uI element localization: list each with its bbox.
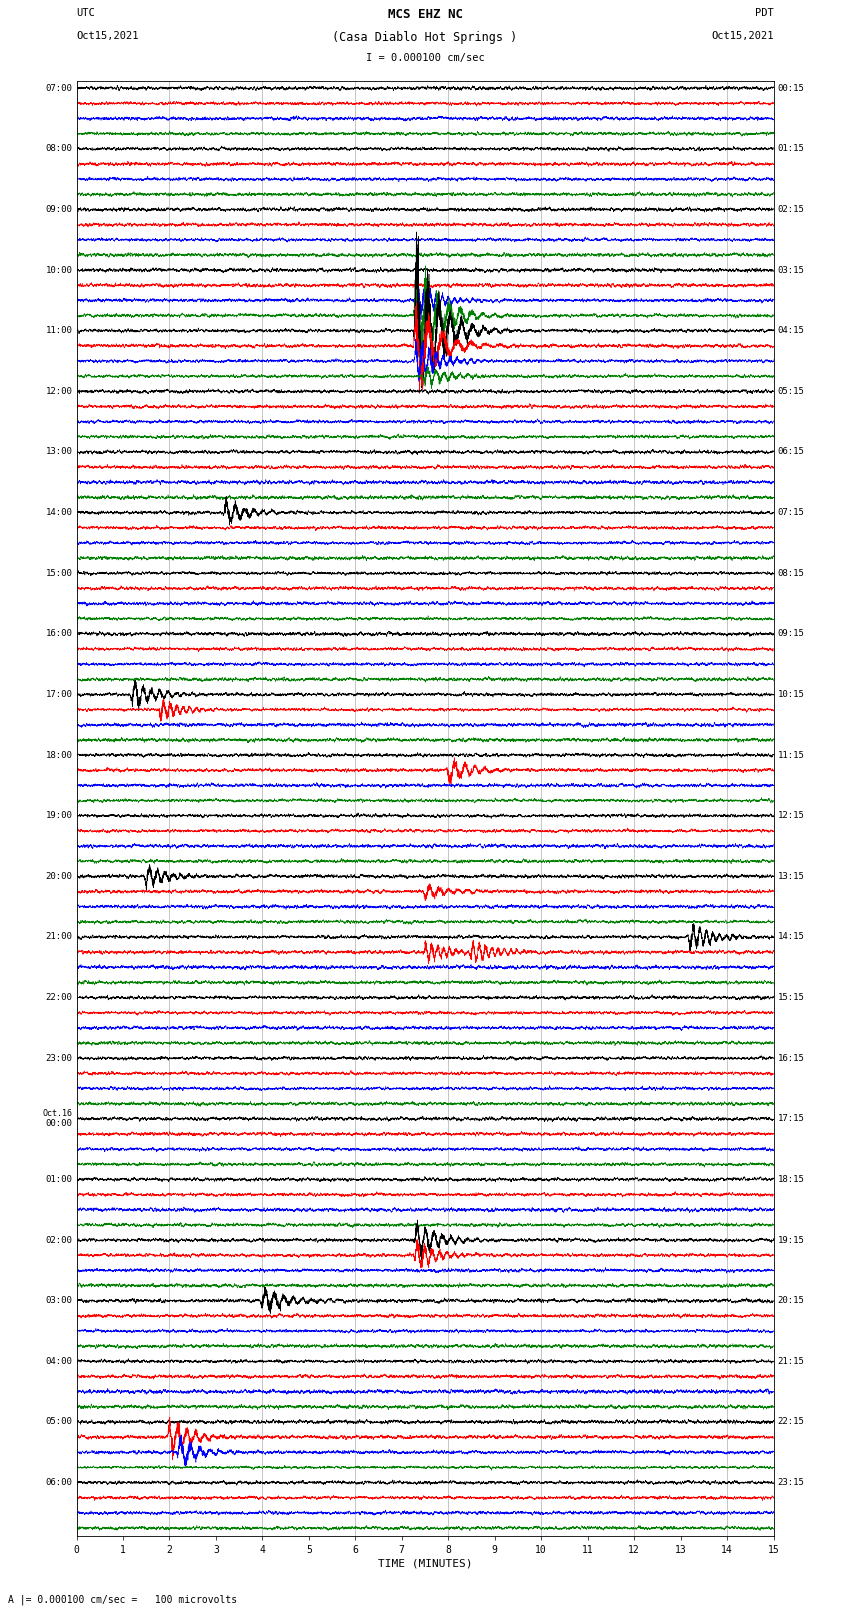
Text: 02:15: 02:15 [778, 205, 805, 215]
Text: UTC: UTC [76, 8, 95, 18]
Text: 22:00: 22:00 [45, 994, 72, 1002]
Text: 19:15: 19:15 [778, 1236, 805, 1245]
Text: 09:00: 09:00 [45, 205, 72, 215]
Text: 07:15: 07:15 [778, 508, 805, 518]
Text: 03:00: 03:00 [45, 1297, 72, 1305]
Text: 16:00: 16:00 [45, 629, 72, 639]
Text: 10:15: 10:15 [778, 690, 805, 698]
Text: 23:00: 23:00 [45, 1053, 72, 1063]
Text: Oct.16: Oct.16 [42, 1110, 72, 1118]
Text: 12:00: 12:00 [45, 387, 72, 395]
Text: Oct15,2021: Oct15,2021 [711, 31, 774, 40]
Text: MCS EHZ NC: MCS EHZ NC [388, 8, 462, 21]
Text: 04:15: 04:15 [778, 326, 805, 336]
Text: 06:15: 06:15 [778, 447, 805, 456]
Text: 07:00: 07:00 [45, 84, 72, 92]
Text: 21:15: 21:15 [778, 1357, 805, 1366]
Text: 11:00: 11:00 [45, 326, 72, 336]
Text: 09:15: 09:15 [778, 629, 805, 639]
Text: 05:00: 05:00 [45, 1418, 72, 1426]
Text: 15:00: 15:00 [45, 569, 72, 577]
X-axis label: TIME (MINUTES): TIME (MINUTES) [377, 1558, 473, 1569]
Text: 17:15: 17:15 [778, 1115, 805, 1123]
Text: 18:00: 18:00 [45, 750, 72, 760]
Text: 13:00: 13:00 [45, 447, 72, 456]
Text: 10:00: 10:00 [45, 266, 72, 274]
Text: 00:00: 00:00 [45, 1119, 72, 1127]
Text: 14:00: 14:00 [45, 508, 72, 518]
Text: 03:15: 03:15 [778, 266, 805, 274]
Text: 08:15: 08:15 [778, 569, 805, 577]
Text: PDT: PDT [755, 8, 774, 18]
Text: 06:00: 06:00 [45, 1478, 72, 1487]
Text: A |= 0.000100 cm/sec =   100 microvolts: A |= 0.000100 cm/sec = 100 microvolts [8, 1594, 238, 1605]
Text: 17:00: 17:00 [45, 690, 72, 698]
Text: Oct15,2021: Oct15,2021 [76, 31, 139, 40]
Text: I = 0.000100 cm/sec: I = 0.000100 cm/sec [366, 53, 484, 63]
Text: 20:00: 20:00 [45, 871, 72, 881]
Text: 13:15: 13:15 [778, 871, 805, 881]
Text: 08:00: 08:00 [45, 144, 72, 153]
Text: 20:15: 20:15 [778, 1297, 805, 1305]
Text: 21:00: 21:00 [45, 932, 72, 942]
Text: 12:15: 12:15 [778, 811, 805, 819]
Text: 19:00: 19:00 [45, 811, 72, 819]
Text: 01:00: 01:00 [45, 1174, 72, 1184]
Text: 23:15: 23:15 [778, 1478, 805, 1487]
Text: 02:00: 02:00 [45, 1236, 72, 1245]
Text: 05:15: 05:15 [778, 387, 805, 395]
Text: 15:15: 15:15 [778, 994, 805, 1002]
Text: (Casa Diablo Hot Springs ): (Casa Diablo Hot Springs ) [332, 31, 518, 44]
Text: 14:15: 14:15 [778, 932, 805, 942]
Text: 00:15: 00:15 [778, 84, 805, 92]
Text: 18:15: 18:15 [778, 1174, 805, 1184]
Text: 04:00: 04:00 [45, 1357, 72, 1366]
Text: 16:15: 16:15 [778, 1053, 805, 1063]
Text: 22:15: 22:15 [778, 1418, 805, 1426]
Text: 01:15: 01:15 [778, 144, 805, 153]
Text: 11:15: 11:15 [778, 750, 805, 760]
